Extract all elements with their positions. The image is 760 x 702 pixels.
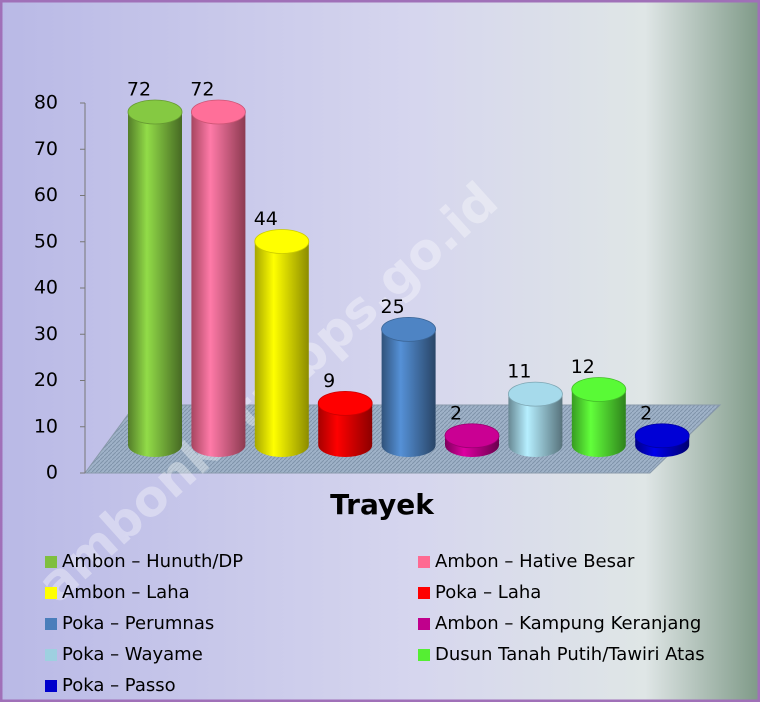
value-label: 72 bbox=[190, 79, 214, 101]
legend-swatch bbox=[418, 587, 430, 599]
y-tick-label: 30 bbox=[34, 323, 58, 345]
legend-label: Ambon – Hative Besar bbox=[435, 551, 635, 572]
value-label: 25 bbox=[381, 296, 405, 318]
value-label: 2 bbox=[450, 402, 462, 424]
legend-swatch bbox=[45, 680, 57, 692]
bar-cap bbox=[444, 423, 500, 449]
y-tick-label: 20 bbox=[34, 369, 58, 391]
y-tick-label: 60 bbox=[34, 184, 58, 206]
x-axis-label: Trayek bbox=[330, 488, 435, 521]
bar-cap bbox=[634, 423, 690, 449]
bar-cap bbox=[571, 377, 627, 402]
legend-swatch bbox=[45, 587, 57, 599]
bar-cap bbox=[127, 99, 183, 125]
value-label: 11 bbox=[507, 361, 531, 383]
legend-label: Ambon – Laha bbox=[62, 582, 190, 603]
bar bbox=[128, 112, 182, 457]
value-label: 2 bbox=[640, 402, 652, 424]
y-tick-label: 80 bbox=[34, 92, 58, 114]
legend-label: Poka – Laha bbox=[435, 582, 541, 603]
value-label: 72 bbox=[127, 79, 151, 101]
bar bbox=[191, 112, 246, 458]
value-label: 44 bbox=[254, 208, 278, 230]
bar-cap bbox=[381, 316, 437, 342]
legend-label: Ambon – Kampung Keranjang bbox=[435, 613, 701, 634]
legend-swatch bbox=[45, 649, 57, 661]
bar bbox=[508, 394, 563, 458]
legend-label: Poka – Wayame bbox=[62, 644, 203, 665]
y-tick-label: 0 bbox=[46, 462, 58, 484]
legend-swatch bbox=[418, 649, 430, 661]
bar bbox=[381, 329, 436, 458]
value-label: 9 bbox=[323, 370, 335, 392]
legend-label: Dusun Tanah Putih/Tawiri Atas bbox=[435, 644, 705, 665]
bar-cap bbox=[508, 381, 563, 407]
bar bbox=[571, 389, 626, 458]
legend-swatch bbox=[418, 556, 430, 568]
legend-swatch bbox=[45, 556, 57, 568]
legend-label: Poka – Passo bbox=[62, 675, 176, 696]
bar-cap bbox=[254, 229, 310, 254]
legend-label: Ambon – Hunuth/DP bbox=[62, 551, 243, 572]
bar-cap bbox=[317, 390, 373, 416]
y-tick-label: 70 bbox=[34, 138, 58, 160]
y-tick-label: 50 bbox=[34, 230, 58, 252]
bar-cap bbox=[190, 99, 246, 125]
bar bbox=[254, 241, 309, 457]
legend-swatch bbox=[45, 618, 57, 630]
y-tick-label: 10 bbox=[34, 415, 58, 437]
legend-label: Poka – Perumnas bbox=[62, 613, 214, 634]
legend-swatch bbox=[418, 618, 430, 630]
bar bbox=[318, 403, 373, 458]
y-tick-label: 40 bbox=[34, 277, 58, 299]
value-label: 12 bbox=[571, 356, 595, 378]
